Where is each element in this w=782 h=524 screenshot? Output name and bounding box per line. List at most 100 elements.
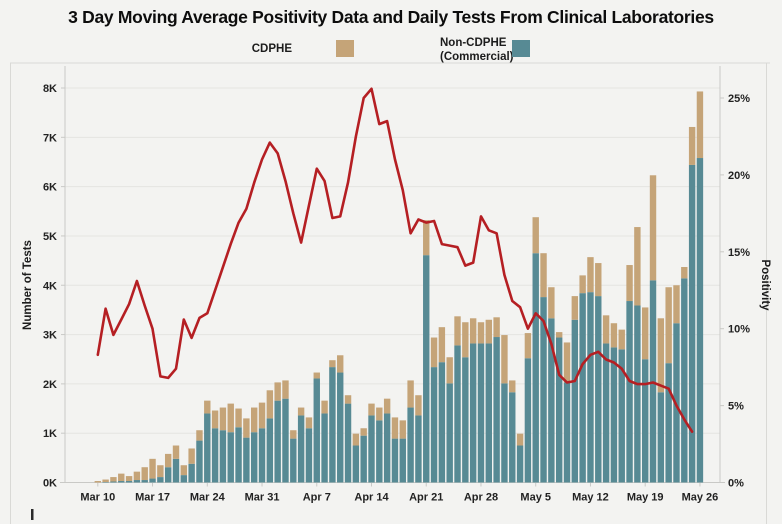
bar-segment-cdphe[interactable]: [438, 327, 446, 363]
bar-segment-cdphe[interactable]: [634, 227, 641, 306]
bar-segment-cdphe[interactable]: [383, 398, 391, 414]
bar-segment-cdphe[interactable]: [516, 433, 524, 446]
bar-segment-cdphe[interactable]: [391, 417, 399, 439]
bar-segment-non-cdphe[interactable]: [681, 278, 688, 483]
bar-segment-non-cdphe[interactable]: [172, 458, 180, 483]
bar-segment-cdphe[interactable]: [313, 372, 320, 379]
bar-segment-cdphe[interactable]: [258, 402, 266, 429]
bar-segment-non-cdphe[interactable]: [180, 475, 188, 483]
bar-segment-non-cdphe[interactable]: [368, 415, 375, 483]
bar-segment-non-cdphe[interactable]: [454, 345, 461, 483]
bar-segment-cdphe[interactable]: [321, 400, 328, 414]
bar-segment-cdphe[interactable]: [157, 465, 164, 478]
bar-segment-cdphe[interactable]: [415, 395, 422, 416]
bar-segment-non-cdphe[interactable]: [485, 343, 492, 483]
bar-segment-cdphe[interactable]: [571, 296, 579, 320]
bar-segment-non-cdphe[interactable]: [258, 428, 266, 483]
bar-segment-non-cdphe[interactable]: [110, 481, 117, 483]
bar-segment-non-cdphe[interactable]: [696, 158, 704, 483]
bar-segment-cdphe[interactable]: [297, 407, 305, 416]
bar-segment-cdphe[interactable]: [681, 267, 688, 279]
bar-segment-cdphe[interactable]: [399, 420, 406, 439]
bar-segment-non-cdphe[interactable]: [563, 382, 571, 483]
bar-segment-cdphe[interactable]: [164, 453, 172, 468]
bar-segment-non-cdphe[interactable]: [423, 255, 430, 483]
bar-segment-cdphe[interactable]: [172, 445, 180, 459]
bar-segment-cdphe[interactable]: [602, 315, 610, 344]
bar-segment-cdphe[interactable]: [485, 319, 492, 344]
bar-segment-non-cdphe[interactable]: [360, 435, 367, 483]
bar-segment-non-cdphe[interactable]: [634, 305, 641, 483]
bar-segment-non-cdphe[interactable]: [251, 432, 258, 483]
bar-segment-cdphe[interactable]: [610, 323, 618, 348]
bar-segment-non-cdphe[interactable]: [446, 383, 453, 483]
bar-segment-non-cdphe[interactable]: [626, 301, 633, 483]
bar-segment-non-cdphe[interactable]: [118, 481, 125, 483]
bar-segment-non-cdphe[interactable]: [477, 343, 485, 483]
bar-segment-non-cdphe[interactable]: [196, 440, 203, 483]
bar-segment-non-cdphe[interactable]: [501, 383, 508, 483]
bar-segment-non-cdphe[interactable]: [141, 480, 148, 483]
bar-segment-cdphe[interactable]: [454, 316, 461, 346]
bar-segment-non-cdphe[interactable]: [329, 367, 336, 483]
bar-segment-non-cdphe[interactable]: [516, 445, 524, 483]
bar-segment-cdphe[interactable]: [532, 217, 539, 254]
bar-segment-cdphe[interactable]: [141, 467, 148, 481]
bar-segment-non-cdphe[interactable]: [595, 296, 602, 483]
bar-segment-non-cdphe[interactable]: [297, 415, 305, 483]
bar-segment-non-cdphe[interactable]: [555, 337, 563, 483]
legend-label-non-cdphe-line2[interactable]: (Commercial): [440, 51, 514, 63]
bar-segment-non-cdphe[interactable]: [462, 357, 469, 483]
bar-segment-cdphe[interactable]: [657, 318, 665, 393]
bar-segment-cdphe[interactable]: [243, 418, 250, 438]
bar-segment-non-cdphe[interactable]: [188, 463, 195, 483]
bar-segment-cdphe[interactable]: [329, 360, 336, 368]
bar-segment-non-cdphe[interactable]: [157, 477, 164, 483]
bar-segment-cdphe[interactable]: [305, 417, 313, 429]
bar-segment-non-cdphe[interactable]: [133, 480, 141, 483]
bar-segment-cdphe[interactable]: [368, 403, 375, 416]
bar-segment-non-cdphe[interactable]: [235, 427, 242, 483]
bar-segment-non-cdphe[interactable]: [430, 367, 438, 483]
bar-segment-non-cdphe[interactable]: [642, 359, 649, 483]
bar-segment-non-cdphe[interactable]: [688, 164, 696, 483]
bar-segment-cdphe[interactable]: [251, 407, 258, 433]
bar-segment-non-cdphe[interactable]: [540, 297, 547, 483]
bar-segment-cdphe[interactable]: [673, 285, 680, 324]
bar-segment-cdphe[interactable]: [649, 175, 657, 281]
bar-segment-non-cdphe[interactable]: [321, 413, 328, 483]
bar-segment-non-cdphe[interactable]: [149, 478, 156, 483]
bar-segment-cdphe[interactable]: [696, 91, 704, 159]
bar-segment-cdphe[interactable]: [227, 403, 234, 433]
bar-segment-cdphe[interactable]: [642, 307, 649, 360]
bar-segment-cdphe[interactable]: [337, 355, 344, 373]
legend-label-non-cdphe-line1[interactable]: Non-CDPHE: [440, 37, 507, 49]
bar-segment-cdphe[interactable]: [118, 473, 125, 482]
bar-segment-non-cdphe[interactable]: [164, 467, 172, 483]
bar-segment-non-cdphe[interactable]: [579, 293, 586, 483]
bar-segment-cdphe[interactable]: [587, 257, 594, 293]
bar-segment-non-cdphe[interactable]: [344, 403, 352, 483]
bar-segment-non-cdphe[interactable]: [266, 418, 274, 483]
bar-segment-non-cdphe[interactable]: [610, 347, 618, 483]
bar-segment-non-cdphe[interactable]: [337, 372, 344, 483]
bar-segment-cdphe[interactable]: [133, 471, 141, 481]
bar-segment-non-cdphe[interactable]: [290, 438, 297, 483]
bar-segment-cdphe[interactable]: [282, 380, 289, 399]
legend-swatch-non-cdphe[interactable]: [512, 40, 530, 57]
bar-segment-cdphe[interactable]: [196, 430, 203, 441]
bar-segment-non-cdphe[interactable]: [493, 337, 500, 483]
bar-segment-cdphe[interactable]: [595, 263, 602, 297]
bar-segment-non-cdphe[interactable]: [211, 428, 219, 483]
bar-segment-non-cdphe[interactable]: [548, 318, 555, 483]
bar-segment-non-cdphe[interactable]: [587, 292, 594, 483]
bar-segment-cdphe[interactable]: [344, 395, 352, 404]
bar-segment-cdphe[interactable]: [626, 265, 633, 302]
bar-segment-cdphe[interactable]: [509, 380, 516, 393]
bar-segment-non-cdphe[interactable]: [305, 428, 313, 483]
bar-segment-non-cdphe[interactable]: [391, 438, 399, 483]
bar-segment-cdphe[interactable]: [352, 433, 360, 446]
bar-segment-non-cdphe[interactable]: [618, 349, 625, 483]
bar-segment-cdphe[interactable]: [555, 332, 563, 338]
bar-segment-cdphe[interactable]: [407, 380, 414, 408]
